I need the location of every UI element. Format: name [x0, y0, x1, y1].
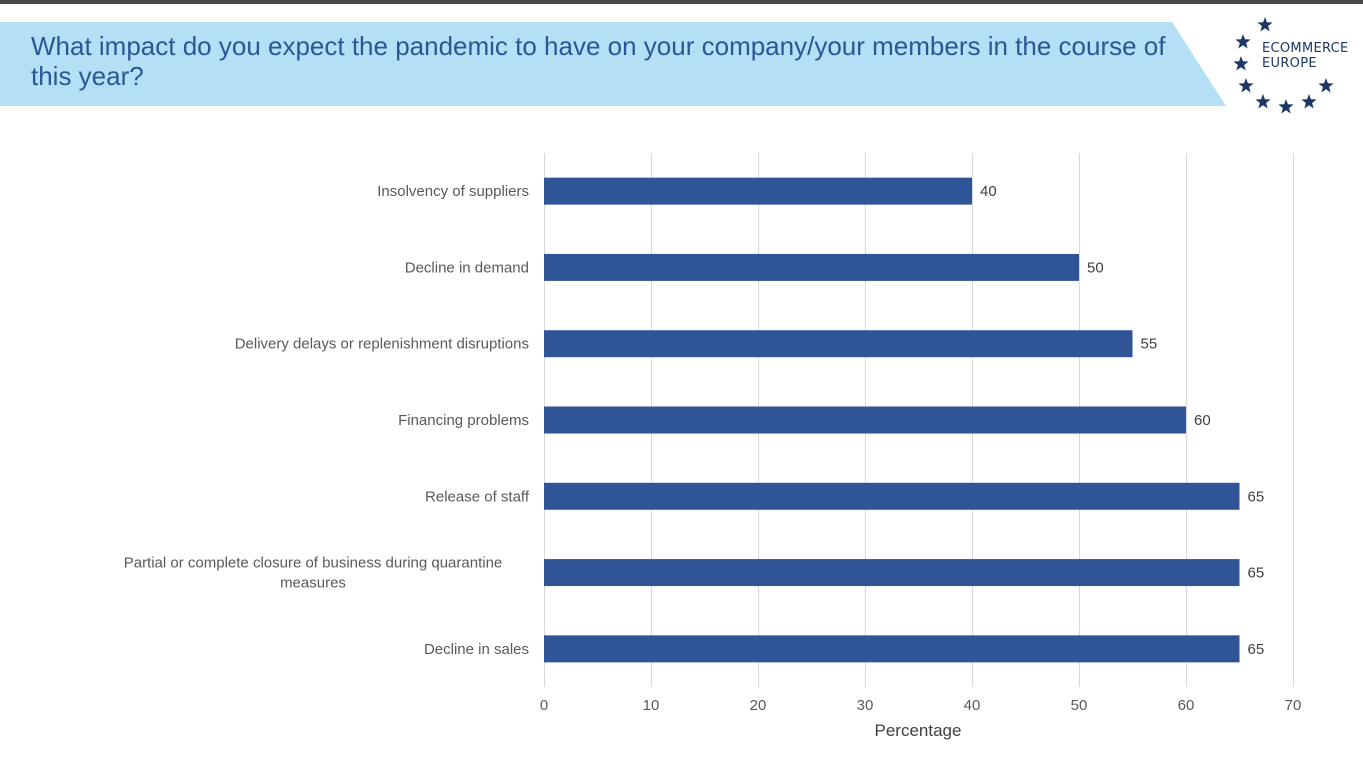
star-icon [1235, 34, 1251, 49]
x-tick-label: 40 [964, 697, 981, 714]
data-label: 60 [1194, 412, 1211, 429]
bar [544, 253, 1079, 281]
category-label: Partial or complete closure of business … [124, 555, 503, 572]
page-title: What impact do you expect the pandemic t… [31, 31, 1166, 91]
x-axis-title: Percentage [875, 721, 962, 740]
data-label: 65 [1248, 488, 1265, 505]
star-icon [1318, 78, 1334, 93]
banner-shape [0, 22, 1226, 106]
bar [544, 330, 1133, 358]
bar [544, 635, 1240, 663]
data-label: 55 [1141, 336, 1158, 353]
category-label: Insolvency of suppliers [377, 183, 529, 200]
star-icon [1278, 99, 1294, 114]
category-label: Delivery delays or replenishment disrupt… [235, 336, 529, 353]
category-label: Decline in demand [405, 259, 529, 276]
x-tick-label: 20 [750, 697, 767, 714]
logo-stars [1233, 17, 1334, 114]
star-icon [1257, 17, 1273, 32]
logo-text-line2: EUROPE [1262, 56, 1317, 71]
data-label: 65 [1248, 565, 1265, 582]
x-tick-label: 60 [1178, 697, 1195, 714]
star-icon [1255, 94, 1271, 109]
x-tick-label: 10 [643, 697, 660, 714]
category-label: Financing problems [398, 412, 529, 429]
category-label: Release of staff [425, 488, 530, 505]
data-label: 40 [980, 183, 997, 200]
x-tick-labels: 0 10 20 30 40 50 60 70 [540, 697, 1302, 714]
x-tick-label: 0 [540, 697, 548, 714]
star-icon [1238, 78, 1254, 93]
star-icon [1233, 56, 1249, 71]
ecommerce-europe-logo [1228, 12, 1363, 120]
title-banner [0, 22, 1230, 106]
x-tick-label: 70 [1285, 697, 1302, 714]
bars [544, 177, 1240, 663]
bar [544, 559, 1240, 587]
bar [544, 177, 972, 205]
data-label: 50 [1087, 259, 1104, 276]
category-labels: Insolvency of suppliers Decline in demand… [124, 183, 530, 658]
x-tick-label: 50 [1071, 697, 1088, 714]
category-label: Decline in sales [424, 641, 529, 658]
category-label: measures [280, 575, 346, 592]
data-label: 65 [1248, 641, 1265, 658]
top-border [0, 0, 1363, 4]
x-tick-label: 30 [857, 697, 874, 714]
logo-text-line1: ECOMMERCE [1262, 41, 1349, 56]
data-labels: 40 50 55 60 65 65 65 [980, 183, 1264, 658]
bar [544, 482, 1240, 510]
bar [544, 406, 1186, 434]
star-icon [1301, 94, 1317, 109]
